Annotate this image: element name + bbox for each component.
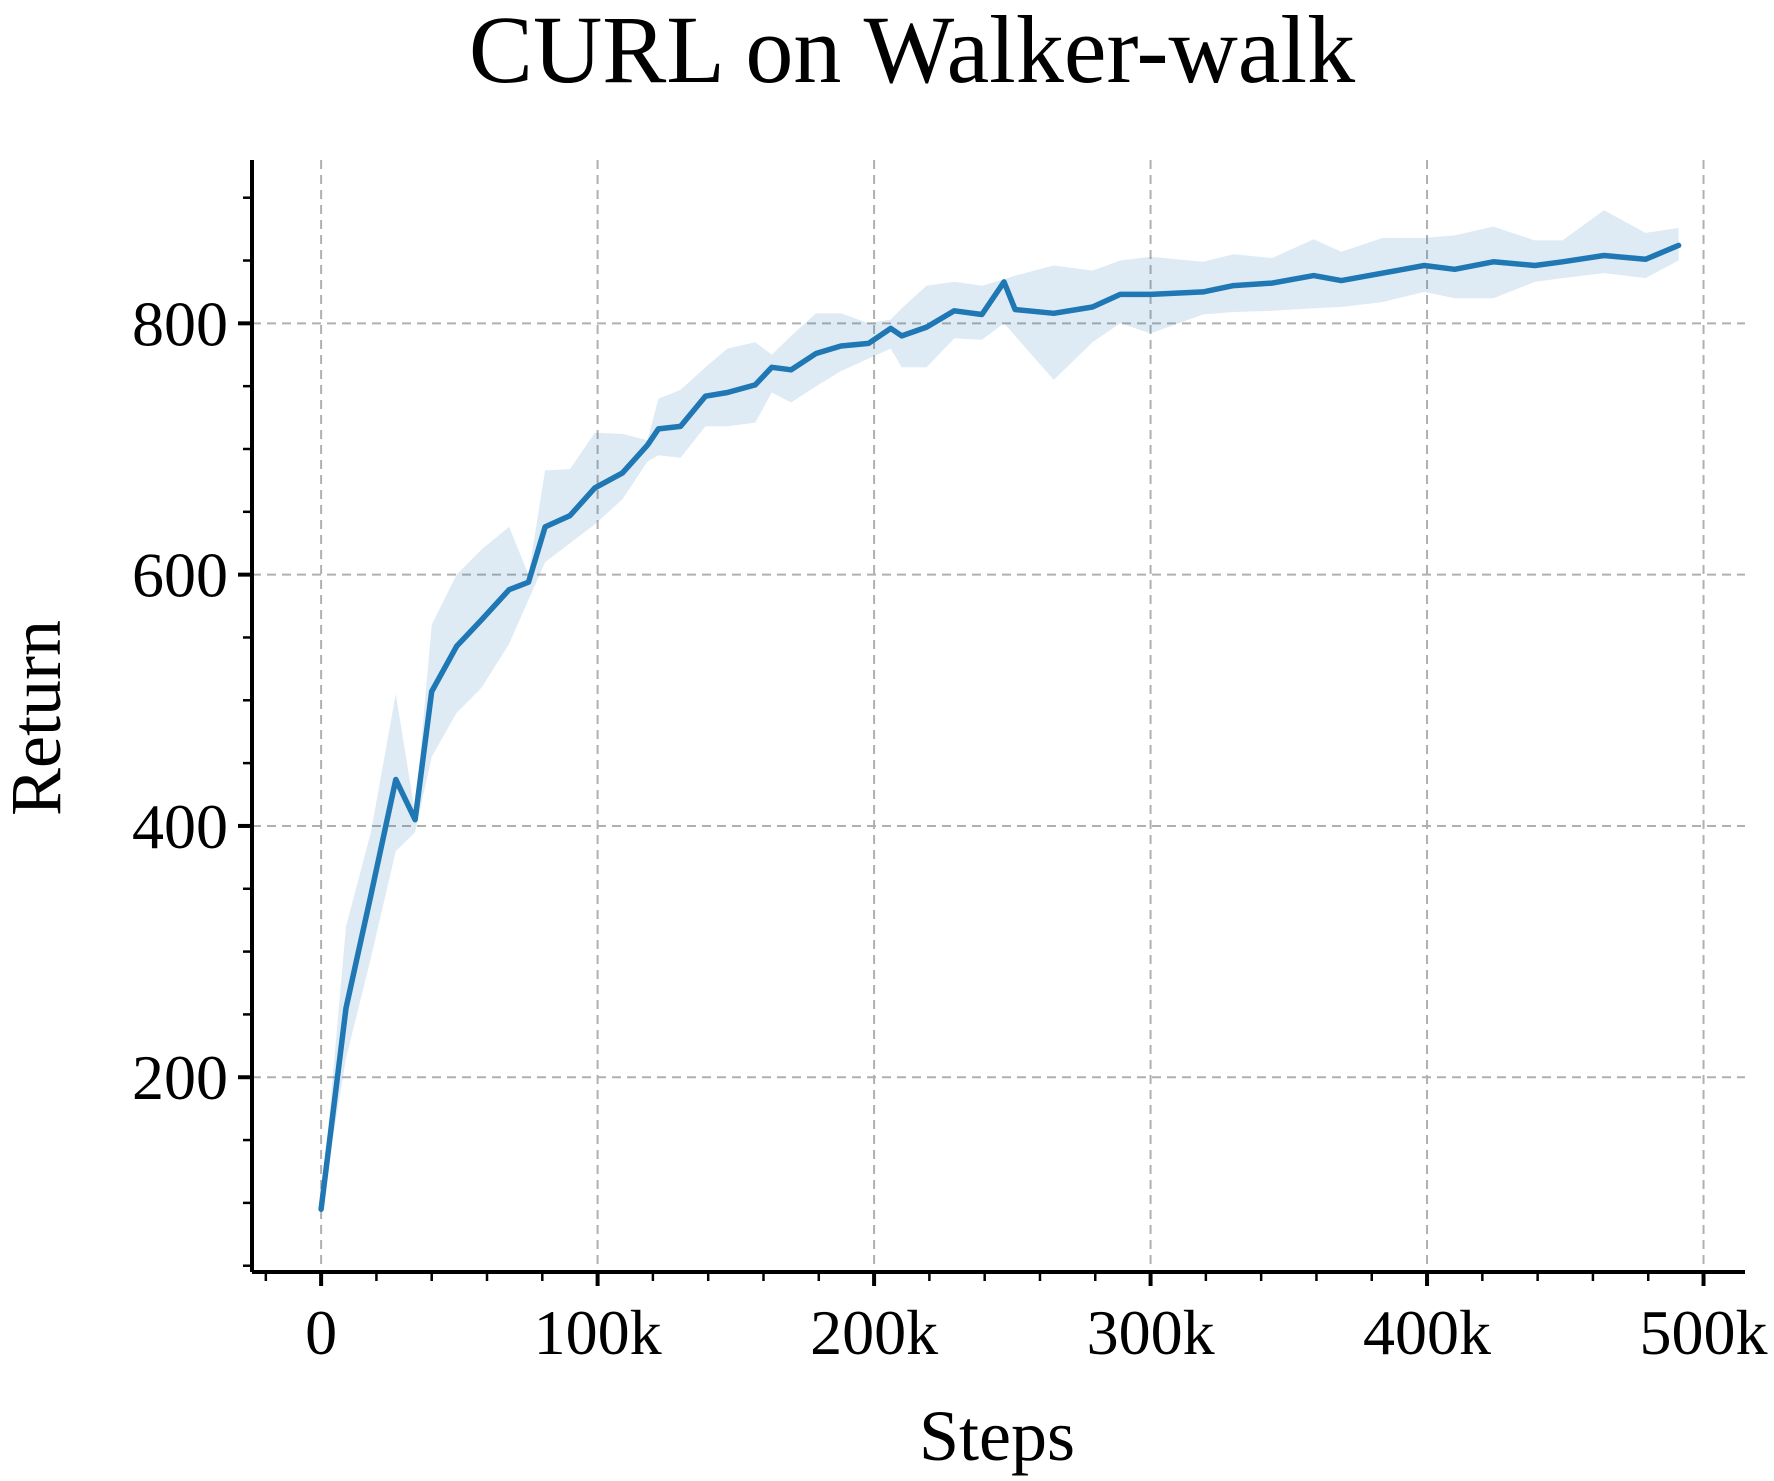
axis-layer: 200 400 600 800 0 100k 200k 300k 400k 500k xyxy=(132,160,1768,1368)
y-tick-label: 200 xyxy=(132,1042,228,1113)
series-0-line xyxy=(318,242,1682,1212)
y-tick-label: 600 xyxy=(132,540,228,611)
y-axis-label: Return xyxy=(0,620,76,816)
x-tick-label: 400k xyxy=(1363,1297,1491,1368)
y-tick-label: 400 xyxy=(132,791,228,862)
x-tick-label: 300k xyxy=(1087,1297,1215,1368)
line-layer xyxy=(318,242,1682,1212)
x-tick-label: 0 xyxy=(305,1297,337,1368)
x-tick-label: 500k xyxy=(1640,1297,1768,1368)
x-axis-label: Steps xyxy=(919,1396,1075,1476)
band-layer xyxy=(321,210,1679,1210)
chart-title: CURL on Walker-walk xyxy=(469,0,1355,103)
grid-layer xyxy=(252,160,1745,1272)
series-0-band xyxy=(321,210,1679,1210)
x-tick-label: 100k xyxy=(534,1297,662,1368)
y-tick-label: 800 xyxy=(132,288,228,359)
x-tick-label: 200k xyxy=(810,1297,938,1368)
